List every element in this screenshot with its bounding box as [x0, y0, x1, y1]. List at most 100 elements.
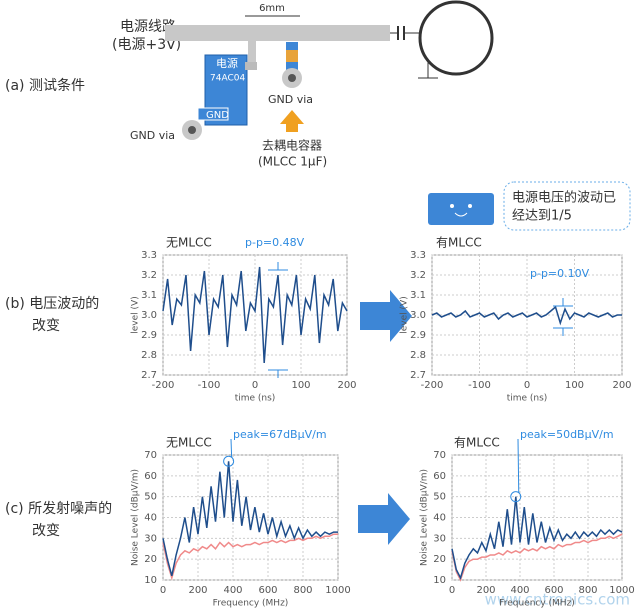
y-tick-label: 2.9 [410, 330, 426, 341]
section-label: (b) 电压波动的 [5, 296, 99, 312]
peak-marker [223, 455, 235, 467]
leader [517, 438, 520, 493]
y-tick-label: 3.1 [141, 290, 157, 301]
label: 去耦电容器 [262, 138, 322, 153]
section-label: (c) 所发射噪声的 [5, 501, 112, 517]
x-tick-label: 200 [612, 380, 631, 391]
y-tick-label: 70 [144, 450, 157, 461]
x-tick-label: 600 [258, 585, 277, 596]
y-tick-label: 2.8 [410, 350, 426, 361]
y-tick-label: 50 [144, 492, 157, 503]
y-tick-label: 3.2 [141, 270, 157, 281]
y-axis-label: Noise Level (dBμV/m) [420, 469, 430, 566]
x-tick-label: 1000 [325, 585, 350, 596]
label: GND via [268, 93, 313, 106]
label: (MLCC 1μF) [258, 155, 327, 169]
y-tick-label: 2.9 [141, 330, 157, 341]
x-tick-label: 1000 [609, 585, 634, 596]
y-tick-label: 50 [433, 492, 446, 503]
chart-title: 无MLCC [166, 236, 212, 250]
x-tick-label: 200 [188, 585, 207, 596]
data-line [162, 461, 338, 576]
x-tick-label: 0 [160, 585, 166, 596]
peak-marker [510, 491, 522, 503]
y-tick-label: 3.1 [410, 290, 426, 301]
x-tick-label: 200 [476, 585, 495, 596]
label: 电源 [216, 56, 238, 70]
y-tick-label: 2.7 [410, 370, 426, 381]
x-tick-label: 100 [565, 380, 584, 391]
chip-icon [428, 193, 494, 225]
annotation: peak=50dBμV/m [520, 428, 614, 441]
annotation: p-p=0.10V [530, 267, 590, 280]
x-tick-label: 0 [524, 380, 530, 391]
y-tick-label: 3.0 [410, 310, 426, 321]
y-tick-label: 20 [144, 554, 157, 565]
y-tick-label: 30 [433, 533, 446, 544]
y-tick-label: 70 [433, 450, 446, 461]
x-axis-label: Frequency (MHz) [499, 599, 575, 609]
data-line [162, 533, 338, 581]
arrow [280, 110, 304, 132]
y-tick-label: 3.2 [410, 270, 426, 281]
label: GND via [130, 129, 175, 142]
y-axis-label: Noise Level (dBμV/m) [131, 469, 141, 566]
x-tick-label: 400 [223, 585, 242, 596]
y-tick-label: 2.7 [141, 370, 157, 381]
label: 电源线路 [120, 19, 176, 35]
icon-mouth [454, 212, 468, 217]
x-tick-label: 100 [291, 380, 310, 391]
chart-title: 有MLCC [436, 236, 482, 250]
trace [165, 25, 390, 41]
x-tick-label: 200 [337, 380, 356, 391]
trace [248, 41, 256, 67]
chart-title: 无MLCC [166, 436, 212, 450]
y-tick-label: 10 [144, 575, 157, 586]
x-tick-label: 800 [293, 585, 312, 596]
icon-eye [450, 204, 454, 208]
x-axis-label: time (ns) [507, 394, 548, 404]
section-label: (a) 测试条件 [5, 77, 85, 94]
y-axis-label: level (V) [131, 296, 141, 333]
section-label: 改变 [32, 318, 60, 334]
y-tick-label: 2.8 [141, 350, 157, 361]
transition-arrow [358, 493, 410, 545]
data-line [162, 266, 348, 364]
x-tick-label: -100 [198, 380, 221, 391]
x-tick-label: -200 [152, 380, 175, 391]
chart-title: 有MLCC [454, 436, 500, 450]
label: 74AC04 [210, 74, 245, 84]
y-tick-label: 40 [144, 513, 157, 524]
capacitor [286, 50, 298, 62]
data-line [451, 533, 623, 582]
x-tick-label: 400 [510, 585, 529, 596]
y-tick-label: 30 [144, 533, 157, 544]
annotation: p-p=0.48V [245, 236, 305, 249]
x-axis-label: Frequency (MHz) [213, 599, 289, 609]
y-tick-label: 40 [433, 513, 446, 524]
y-tick-label: 3.3 [410, 250, 426, 261]
x-tick-label: 0 [252, 380, 258, 391]
bubble-text: 电源电压的波动已 [512, 190, 616, 206]
transition-arrow [360, 290, 412, 342]
label: (电源+3V) [112, 37, 181, 53]
x-axis-label: time (ns) [235, 394, 276, 404]
pin [245, 62, 257, 70]
data-line [451, 496, 623, 580]
data-line [431, 305, 622, 326]
y-tick-label: 20 [433, 554, 446, 565]
x-tick-label: 800 [578, 585, 597, 596]
leader [230, 438, 233, 458]
y-tick-label: 3.0 [141, 310, 157, 321]
label: 6mm [259, 3, 285, 14]
label: GND [206, 110, 229, 121]
x-tick-label: 0 [449, 585, 455, 596]
x-tick-label: -200 [421, 380, 444, 391]
y-tick-label: 60 [433, 471, 446, 482]
watermark: www.cntronics.com [485, 591, 630, 609]
via [288, 74, 296, 82]
x-tick-label: 600 [544, 585, 563, 596]
via [188, 126, 196, 134]
